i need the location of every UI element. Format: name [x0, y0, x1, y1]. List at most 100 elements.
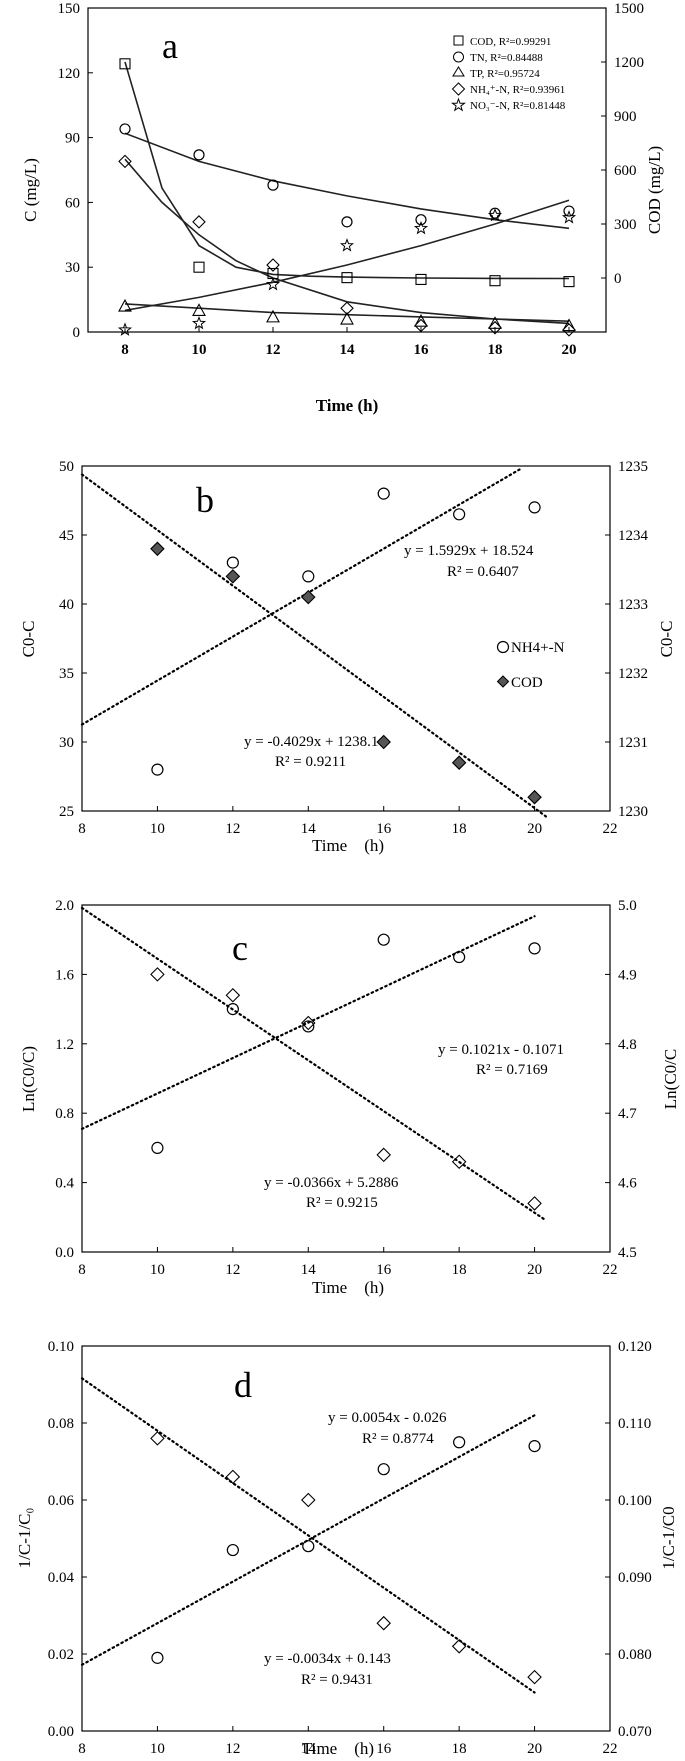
data-point-diamond	[451, 1154, 467, 1170]
x-tick-label: 12	[225, 821, 240, 837]
x-axis-title: Time (h)	[302, 1739, 374, 1758]
x-tick-label: 20	[527, 1262, 542, 1278]
y-tick-label-left: 25	[59, 804, 74, 820]
y-tick-label-right: 0.090	[618, 1570, 652, 1586]
x-tick-label: 8	[121, 342, 129, 358]
trendline	[80, 906, 547, 1222]
y-tick-label-left: 120	[58, 66, 81, 82]
y-axis-title-right: COD (mg/L)	[645, 146, 664, 234]
data-point-diamond	[225, 987, 241, 1003]
y-axis-title-left: C (mg/L)	[21, 158, 40, 222]
y-tick-label-left: 0.08	[48, 1416, 74, 1432]
y-tick-label-right: 1500	[614, 1, 644, 17]
data-point-triangle	[562, 318, 576, 332]
data-point-diamond	[376, 734, 391, 750]
data-point-circle	[193, 149, 205, 161]
data-point-circle	[302, 1540, 315, 1553]
y-axis-title-right: C0-C	[657, 621, 676, 658]
x-tick-label: 20	[527, 1741, 542, 1757]
data-point-star	[339, 238, 355, 252]
x-tick-label: 12	[225, 1262, 240, 1278]
x-tick-label: 16	[376, 821, 392, 837]
trendline-equation: y = -0.0034x + 0.143	[264, 1651, 391, 1667]
y-axis-title-left: C0-C	[19, 621, 38, 658]
data-point-circle	[528, 501, 541, 514]
y-tick-label-left: 0.10	[48, 1339, 74, 1355]
x-tick-label: 16	[376, 1262, 392, 1278]
star-marker-icon	[451, 97, 466, 112]
x-tick-label: 20	[527, 821, 542, 837]
data-point-circle	[151, 1651, 164, 1664]
y-axis-title-right: Ln(C0/C	[661, 1049, 680, 1109]
plot-frame	[81, 1345, 611, 1732]
x-axis-title: Time (h)	[316, 396, 379, 415]
legend-item-cod: COD	[496, 675, 543, 691]
data-point-star	[191, 316, 207, 330]
data-point-square	[563, 276, 575, 288]
data-point-diamond	[340, 301, 354, 316]
x-tick-label: 10	[192, 342, 207, 358]
triangle-marker-icon	[452, 66, 465, 77]
y-tick-label-left: 50	[59, 459, 74, 475]
legend-label: COD	[511, 675, 543, 691]
data-point-circle	[377, 1463, 390, 1476]
data-point-diamond	[301, 1492, 316, 1508]
x-tick-label: 14	[301, 1262, 317, 1278]
panel-label: a	[162, 26, 178, 66]
legend-item-nh4: NH4+-N	[496, 640, 565, 656]
y-tick-label-left: 0.06	[48, 1493, 75, 1509]
circle-marker-icon	[453, 51, 464, 63]
y-tick-label-right: 1234	[618, 528, 649, 544]
x-tick-label: 18	[488, 342, 503, 358]
fit-curve	[124, 132, 570, 230]
y-tick-label-right: 1235	[618, 459, 648, 475]
y-tick-label-right: 0.080	[618, 1647, 652, 1663]
legend-label: NO₃⁻-N, R²=0.81448	[470, 100, 566, 112]
data-point-diamond	[150, 967, 165, 982]
data-point-circle	[453, 1436, 466, 1449]
data-point-circle	[528, 1439, 541, 1453]
legend-item-nh4: NH₄⁺-N, R²=0.93961	[451, 82, 565, 96]
panel-c: 8 10 12 14 16 18 20 22 0.0 0.4 0.8 1.2 1.6 2.0 4.5 4.6 4…	[19, 898, 680, 1297]
data-point-diamond	[376, 1615, 391, 1631]
y-tick-label-right: 4.8	[618, 1037, 637, 1053]
data-point-circle	[453, 508, 466, 521]
diamond-marker-icon	[451, 82, 466, 96]
panel-d: 8 10 12 14 16 18 20 220.000.020.040.060.080.100…	[15, 1339, 678, 1758]
data-point-triangle	[488, 316, 502, 329]
trendline-equation: y = 0.0054x - 0.026	[328, 1410, 447, 1426]
x-tick-label: 8	[78, 821, 86, 837]
data-point-circle	[226, 1002, 239, 1016]
legend: COD, R²=0.99291 TN, R²=0.84488 TP, R²=0.…	[451, 35, 566, 112]
y-tick-label-right: 4.6	[618, 1176, 637, 1192]
fit-curve	[124, 61, 570, 280]
legend-label: NH₄⁺-N, R²=0.93961	[470, 84, 565, 96]
data-point-triangle	[414, 314, 428, 327]
x-tick-label: 18	[452, 1741, 467, 1757]
y-tick-label-right: 0	[614, 271, 622, 287]
data-point-diamond	[562, 323, 576, 337]
data-point-diamond	[527, 1196, 542, 1211]
trendline	[80, 915, 536, 1130]
square-marker-icon	[453, 35, 464, 46]
trendline	[80, 468, 521, 726]
trendline-equation: y = 1.5929x + 18.524	[404, 543, 534, 559]
legend-item-no3: NO₃⁻-N, R²=0.81448	[451, 97, 566, 112]
x-axis-title: Time (h)	[312, 836, 384, 855]
y-tick-label-left: 2.0	[55, 898, 74, 914]
y-tick-label-left: 35	[59, 666, 74, 682]
data-point-diamond	[150, 541, 165, 557]
x-tick-label: 14	[340, 342, 356, 358]
data-point-diamond	[266, 258, 280, 272]
trendline-equation: y = -0.0366x + 5.2886	[264, 1175, 399, 1191]
y-tick-label-right: 1200	[614, 55, 644, 71]
x-tick-label: 22	[603, 1741, 618, 1757]
data-point-diamond	[527, 1669, 542, 1685]
x-tick-label: 8	[78, 1262, 86, 1278]
y-tick-label-left: 60	[65, 195, 80, 211]
data-point-circle	[528, 942, 541, 955]
x-tick-label: 12	[225, 1741, 240, 1757]
data-point-diamond	[414, 318, 428, 333]
x-tick-label: 12	[266, 342, 281, 358]
y-tick-label-left: 0.02	[48, 1647, 74, 1663]
